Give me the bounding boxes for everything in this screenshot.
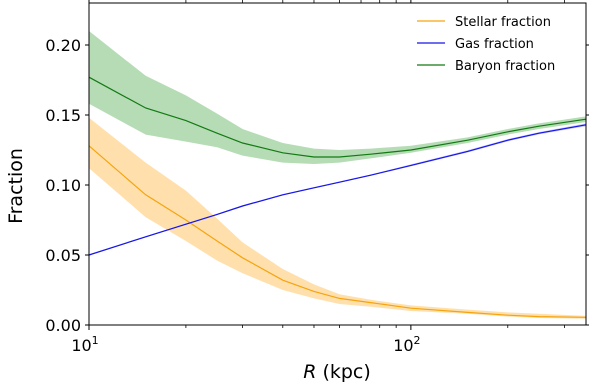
y-tick-label: 0.00 (45, 316, 81, 335)
uncertainty-bands (89, 31, 586, 319)
legend-label-baryon-fraction: Baryon fraction (455, 59, 555, 74)
stellar-fraction-line (88, 145, 587, 318)
y-tick-label: 0.05 (45, 246, 81, 265)
x-tick-label: 102 (393, 334, 420, 355)
baryon-fraction-band (89, 31, 586, 164)
y-tick-label: 0.15 (45, 106, 81, 125)
plot-frame (88, 2, 587, 326)
y-axis-label: Fraction (5, 148, 27, 224)
x-axis-label-italic: R (303, 361, 316, 383)
legend: Stellar fraction Gas fraction Baryon fract… (417, 15, 555, 74)
x-axis-label: R (kpc) (303, 361, 371, 383)
x-axis-label-rest: (kpc) (316, 361, 370, 383)
x-tick-label: 101 (71, 334, 98, 355)
series-lines (88, 76, 587, 318)
axes: 0.00 0.05 0.10 0.15 0.20 101 102 (45, 0, 589, 355)
baryon-fraction-line (88, 76, 587, 158)
stellar-fraction-band (89, 117, 586, 319)
y-tick-label: 0.10 (45, 176, 81, 195)
y-tick-label: 0.20 (45, 36, 81, 55)
gas-fraction-line (88, 124, 587, 256)
legend-label-stellar-fraction: Stellar fraction (455, 15, 551, 30)
legend-label-gas-fraction: Gas fraction (455, 37, 534, 52)
